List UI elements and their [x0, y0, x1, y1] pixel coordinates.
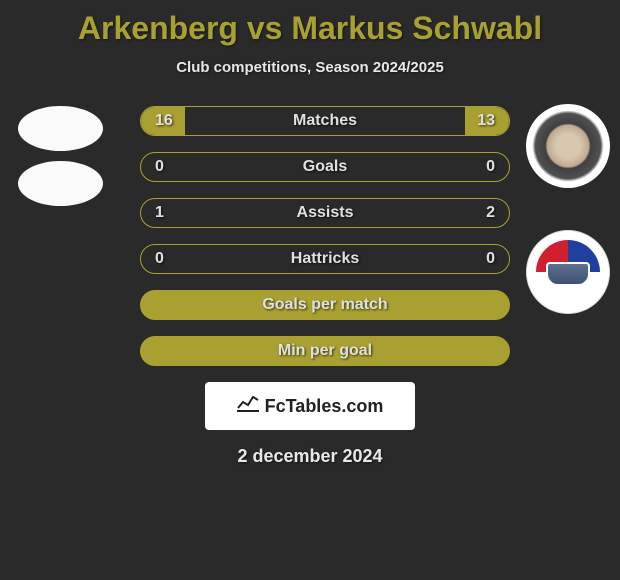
footer-date: 2 december 2024: [0, 446, 620, 467]
branding-badge: FcTables.com: [205, 382, 415, 430]
page-title: Arkenberg vs Markus Schwabl: [0, 0, 620, 47]
right-player-avatars: [526, 104, 610, 314]
stat-bar: Goals 0 0: [140, 152, 510, 182]
stat-rows-container: Matches1613Goals00Assists12Hattricks00Go…: [140, 106, 510, 366]
stat-label: Goals per match: [262, 296, 387, 314]
stat-value-left: 16: [155, 112, 173, 130]
stat-label: Assists: [297, 204, 354, 222]
stat-bar: Assists 1 2: [140, 198, 510, 228]
stat-value-left: 0: [155, 250, 164, 268]
stat-label: Goals: [303, 158, 347, 176]
stat-bar: Matches 16 13: [140, 106, 510, 136]
stat-value-left: 1: [155, 204, 164, 222]
stat-label: Min per goal: [278, 342, 372, 360]
player1-avatar-placeholder: [18, 106, 103, 151]
stat-label: Hattricks: [291, 250, 359, 268]
stat-value-right: 0: [486, 250, 495, 268]
player1-club-placeholder: [18, 161, 103, 206]
stat-value-right: 0: [486, 158, 495, 176]
stat-bar: Hattricks 0 0: [140, 244, 510, 274]
comparison-content: Matches1613Goals00Assists12Hattricks00Go…: [0, 106, 620, 366]
stat-value-left: 0: [155, 158, 164, 176]
stat-value-right: 2: [486, 204, 495, 222]
player2-photo: [526, 104, 610, 188]
chart-icon: [237, 394, 259, 418]
player2-club-badge: [526, 230, 610, 314]
stat-label: Matches: [293, 112, 357, 130]
stat-bar: Goals per match: [140, 290, 510, 320]
left-player-avatars: [18, 106, 103, 216]
page-subtitle: Club competitions, Season 2024/2025: [0, 59, 620, 76]
stat-value-right: 13: [477, 112, 495, 130]
branding-text: FcTables.com: [265, 396, 384, 417]
stat-bar: Min per goal: [140, 336, 510, 366]
